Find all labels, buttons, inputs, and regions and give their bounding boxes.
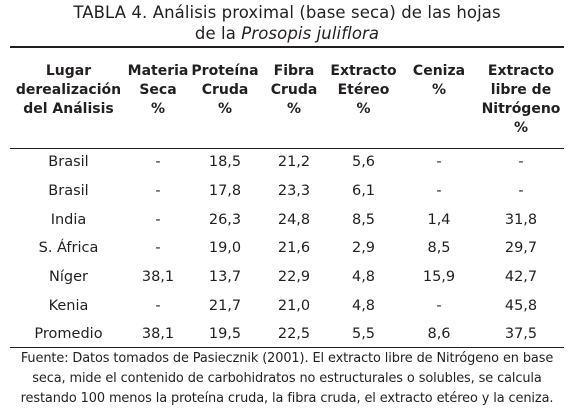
value-cell: 38,1	[141, 326, 175, 343]
header-line: Nitrógeno	[481, 101, 561, 117]
value-cell: 38,1	[141, 269, 175, 286]
header-line: Extracto	[487, 63, 555, 79]
header-crude-protein: Proteína Cruda%	[189, 62, 261, 148]
value-cell: 18,5	[208, 154, 242, 171]
table-header: Lugar derealización del Análisis Materia Sec…	[10, 62, 564, 148]
header-line: Etéreo	[337, 82, 390, 98]
value-cell: 2,9	[351, 240, 376, 257]
value-cell: -	[155, 154, 161, 171]
header-line: Seca	[139, 82, 177, 98]
header-line: %	[150, 101, 166, 117]
table-body: Brasil - 18,5 21,2 5,6 - - Brasil - 17,8 23,3 6,1 - -…	[10, 148, 564, 349]
value-cell: 6,1	[351, 183, 376, 200]
value-cell: 21,0	[277, 297, 311, 314]
value-cell: 22,5	[277, 326, 311, 343]
value-cell: 17,8	[208, 183, 242, 200]
table-row: Brasil - 17,8 23,3 6,1 - -	[10, 177, 564, 206]
top-rule	[10, 46, 564, 48]
header-line: libre de	[490, 82, 552, 98]
header-line: %	[431, 82, 447, 98]
value-cell: 37,5	[504, 326, 538, 343]
value-cell: 8,6	[427, 326, 451, 343]
title-line-2-prefix: de la	[194, 24, 242, 43]
value-cell: 19,0	[208, 240, 242, 257]
table-row: India - 26,3 24,8 8,5 1,4 31,8	[10, 205, 564, 234]
value-cell: -	[436, 154, 442, 171]
value-cell: 1,4	[427, 211, 451, 228]
value-cell: 42,7	[504, 269, 538, 286]
header-line: %	[356, 101, 371, 117]
header-line: Fibra	[273, 63, 315, 79]
header-row: Lugar derealización del Análisis Materia Sec…	[10, 62, 564, 148]
value-cell: 21,7	[208, 297, 242, 314]
header-nitrogen-free-extract: Extracto libre de Nitrógeno%	[478, 62, 564, 148]
value-cell: 4,8	[351, 269, 376, 286]
value-cell: 22,9	[277, 269, 311, 286]
bottom-rule	[10, 347, 564, 349]
value-cell: 8,5	[427, 240, 451, 257]
header-rule	[10, 148, 564, 150]
table-row: Brasil - 18,5 21,2 5,6 - -	[10, 148, 564, 177]
header-crude-fiber: Fibra Cruda%	[261, 62, 327, 148]
value-cell: 26,3	[208, 211, 242, 228]
header-line: Ceniza	[412, 63, 466, 79]
table-row: S. África - 19,0 21,6 2,9 8,5 29,7	[10, 234, 564, 263]
value-cell: -	[436, 297, 442, 314]
value-cell: 5,5	[351, 326, 376, 343]
table-title: TABLA 4. Análisis proximal (base seca) d…	[0, 2, 574, 44]
table-row: Níger 38,1 13,7 22,9 4,8 15,9 42,7	[10, 263, 564, 292]
value-cell: 5,6	[351, 154, 376, 171]
value-cell: -	[155, 297, 161, 314]
species-name: Prosopis juliflora	[241, 24, 380, 43]
row-location-cell: Brasil	[48, 183, 89, 200]
title-line-2: de la Prosopis juliflora	[0, 23, 574, 44]
table-row: Kenia - 21,7 21,0 4,8 - 45,8	[10, 291, 564, 320]
header-line: Cruda	[270, 82, 318, 98]
row-location-cell: India	[50, 211, 87, 228]
value-cell: 13,7	[208, 269, 242, 286]
value-cell: -	[155, 183, 161, 200]
row-location-cell: Promedio	[34, 326, 103, 343]
value-cell: -	[155, 211, 161, 228]
value-cell: 31,8	[504, 211, 538, 228]
value-cell: -	[155, 240, 161, 257]
header-line: Extracto	[330, 63, 397, 79]
value-cell: 4,8	[351, 297, 376, 314]
header-line: derealización	[15, 82, 122, 98]
row-location-cell: Níger	[49, 269, 88, 286]
value-cell: 24,8	[277, 211, 311, 228]
header-line: Cruda	[201, 82, 249, 98]
row-location-cell: Kenia	[48, 297, 89, 314]
header-line: %	[286, 101, 302, 117]
table-row: Promedio 38,1 19,5 22,5 5,5 8,6 37,5	[10, 320, 564, 349]
row-location-cell: Brasil	[48, 154, 89, 171]
row-location-cell: S. África	[38, 240, 99, 257]
header-line: del Análisis	[23, 101, 114, 117]
value-cell: 29,7	[504, 240, 538, 257]
value-cell: 23,3	[277, 183, 311, 200]
value-cell: 8,5	[351, 211, 376, 228]
header-ash: Ceniza%	[400, 62, 478, 148]
header-ether-extract: Extracto Etéreo%	[327, 62, 400, 148]
value-cell: 21,6	[277, 240, 311, 257]
header-line: Materia	[127, 63, 189, 79]
value-cell: 15,9	[422, 269, 456, 286]
value-cell: -	[436, 183, 442, 200]
title-line-1: TABLA 4. Análisis proximal (base seca) d…	[73, 3, 501, 22]
header-line: %	[217, 101, 233, 117]
value-cell: 19,5	[208, 326, 242, 343]
header-line: Lugar	[45, 63, 92, 79]
value-cell: -	[518, 183, 524, 200]
value-cell: -	[518, 154, 524, 171]
header-location: Lugar derealización del Análisis	[10, 62, 127, 148]
header-line: Proteína	[191, 63, 259, 79]
value-cell: 21,2	[277, 154, 311, 171]
source-note: Fuente: Datos tomados de Pasiecznik (200…	[20, 351, 554, 406]
header-line: %	[513, 120, 529, 136]
value-cell: 45,8	[504, 297, 538, 314]
header-dry-matter: Materia Seca%	[127, 62, 189, 148]
proximal-analysis-table: Lugar derealización del Análisis Materia Sec…	[10, 62, 564, 349]
